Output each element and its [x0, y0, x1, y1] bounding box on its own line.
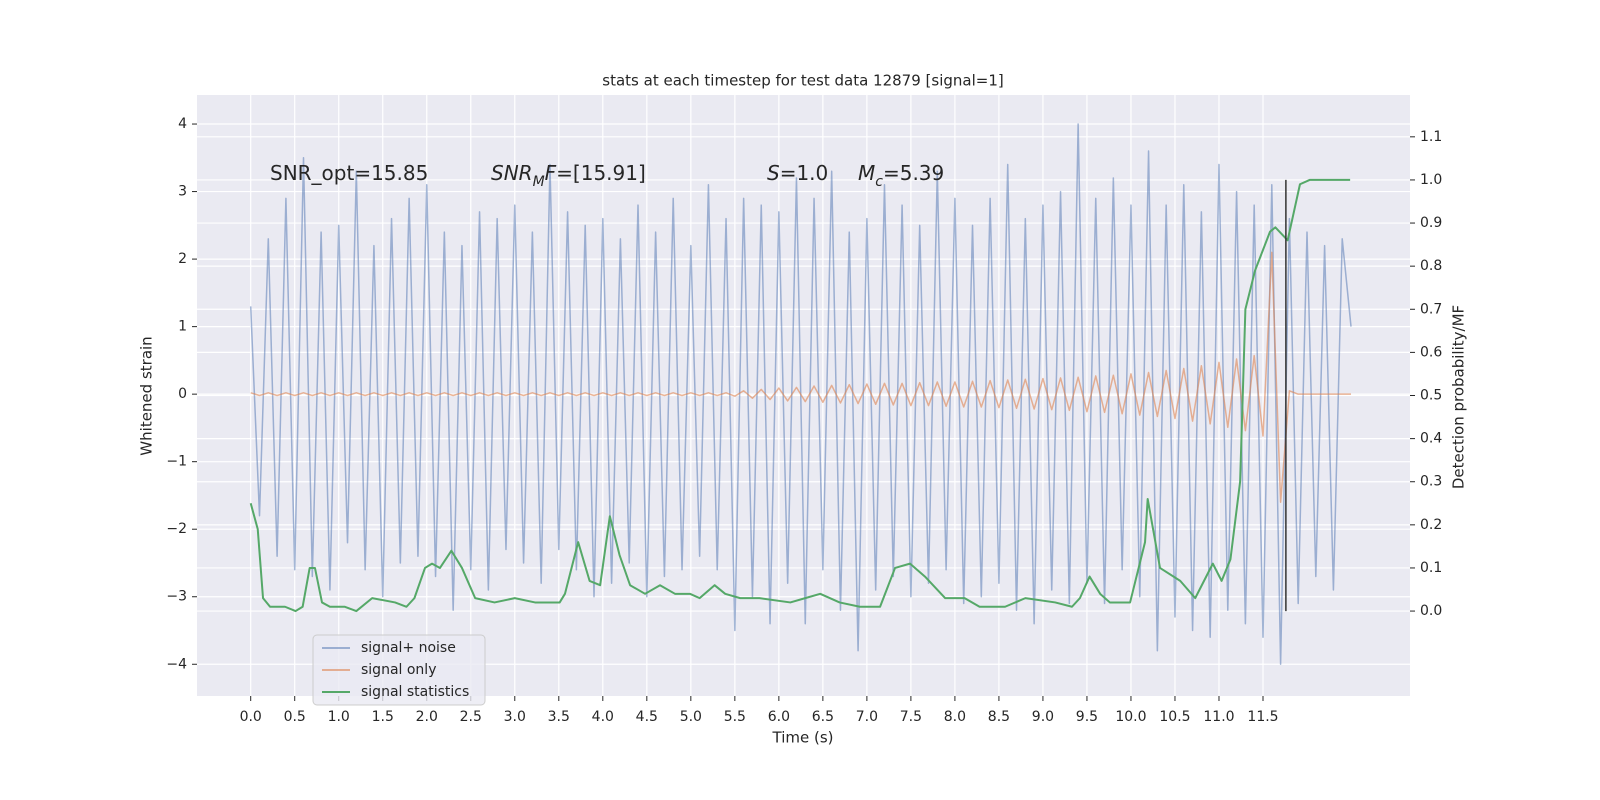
annotation-part: =1.0 [780, 161, 829, 185]
y-tick-label: −3 [166, 589, 187, 605]
series-line [249, 123, 1352, 666]
y-tick-label: −2 [166, 521, 187, 537]
x-tick-label: 4.5 [636, 709, 658, 725]
annotation-part: SNR_opt=15.85 [270, 161, 428, 185]
y2-tick-label: 1.0 [1420, 172, 1442, 188]
y2-tick-label: 0.8 [1420, 258, 1442, 274]
x-tick-label: 1.5 [372, 709, 394, 725]
annotation-part: c [875, 174, 883, 190]
series-line [249, 178, 1351, 613]
x-tick-label: 0.5 [284, 709, 306, 725]
y2-tick-label: 0.1 [1420, 560, 1442, 576]
y2-tick-label: 0.9 [1420, 215, 1442, 231]
y-tick-label: −4 [166, 656, 187, 672]
y2-tick-label: 1.1 [1420, 129, 1442, 145]
x-tick-label: 5.5 [724, 709, 746, 725]
x-tick-label: 10.0 [1115, 709, 1146, 725]
y-tick-label: 4 [178, 116, 187, 132]
x-tick-label: 2.5 [460, 709, 482, 725]
chart-title: stats at each timestep for test data 128… [602, 72, 1003, 90]
annotation-part: =[15.91] [556, 161, 646, 185]
annotation-part: F [545, 161, 557, 185]
annotation-part: M [858, 161, 875, 185]
y-tick-label: 1 [178, 319, 187, 335]
x-tick-label: 0.0 [240, 709, 262, 725]
x-tick-label: 8.5 [988, 709, 1010, 725]
axis-layer: 0.0 0.5 1.0 1.5 2.0 2.5 3.0 3.5 4.0 4.5 5.0 5.5 6.0 6… [166, 116, 1442, 725]
annotation-part: =5.39 [883, 161, 944, 185]
x-tick-label: 2.0 [416, 709, 438, 725]
y-tick-label: −1 [166, 454, 187, 470]
y-tick-label: 2 [178, 251, 187, 267]
y-axis-label: Whitened strain [138, 336, 156, 455]
annotation-part: SNR [491, 161, 533, 185]
y2-tick-label: 0.5 [1420, 388, 1442, 404]
annotation: Mc=5.39 [858, 161, 944, 191]
annotation-part: M [533, 174, 545, 190]
annotation: SNR_opt=15.85 [270, 161, 428, 185]
y2-tick-label: 0.2 [1420, 517, 1442, 533]
y2-tick-label: 0.4 [1420, 431, 1442, 447]
series-line [250, 251, 1352, 503]
y2-tick-label: 0.6 [1420, 344, 1442, 360]
y2-tick-label: 0.7 [1420, 301, 1442, 317]
x-tick-label: 9.0 [1032, 709, 1054, 725]
x-tick-label: 5.0 [680, 709, 702, 725]
legend-label: signal only [361, 662, 436, 678]
legend-label: signal statistics [361, 684, 469, 700]
y-tick-label: 3 [178, 184, 187, 200]
x-tick-label: 9.5 [1076, 709, 1098, 725]
y-tick-label: 0 [178, 386, 187, 402]
x-tick-label: 3.0 [504, 709, 526, 725]
x-tick-label: 1.0 [328, 709, 350, 725]
x-tick-label: 8.0 [944, 709, 966, 725]
data-layer [249, 123, 1352, 666]
annotation-part: S [767, 161, 780, 185]
y2-tick-label: 0.0 [1420, 603, 1442, 619]
y2-axis-label: Detection probability/MF [1450, 305, 1468, 489]
x-tick-label: 6.0 [768, 709, 790, 725]
x-tick-label: 10.5 [1159, 709, 1190, 725]
x-tick-label: 7.0 [856, 709, 878, 725]
x-tick-label: 3.5 [548, 709, 570, 725]
x-tick-label: 4.0 [592, 709, 614, 725]
x-tick-label: 7.5 [900, 709, 922, 725]
annotation: SNRMF=[15.91] [491, 161, 646, 191]
annotation: S=1.0 [767, 161, 828, 185]
x-axis-label: Time (s) [772, 729, 834, 747]
x-tick-label: 11.5 [1247, 709, 1278, 725]
y2-tick-label: 0.3 [1420, 474, 1442, 490]
x-tick-label: 11.0 [1203, 709, 1234, 725]
legend-label: signal+ noise [361, 640, 456, 656]
legend-box [312, 634, 486, 706]
x-tick-label: 6.5 [812, 709, 834, 725]
